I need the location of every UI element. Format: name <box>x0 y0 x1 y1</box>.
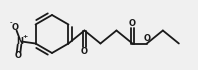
Text: O: O <box>12 23 19 32</box>
Text: +: + <box>22 34 27 39</box>
Text: N: N <box>16 37 23 46</box>
Text: O: O <box>81 46 88 56</box>
Text: O: O <box>143 34 150 43</box>
Text: O: O <box>129 18 136 28</box>
Text: O: O <box>15 51 22 60</box>
Text: -: - <box>9 20 12 25</box>
